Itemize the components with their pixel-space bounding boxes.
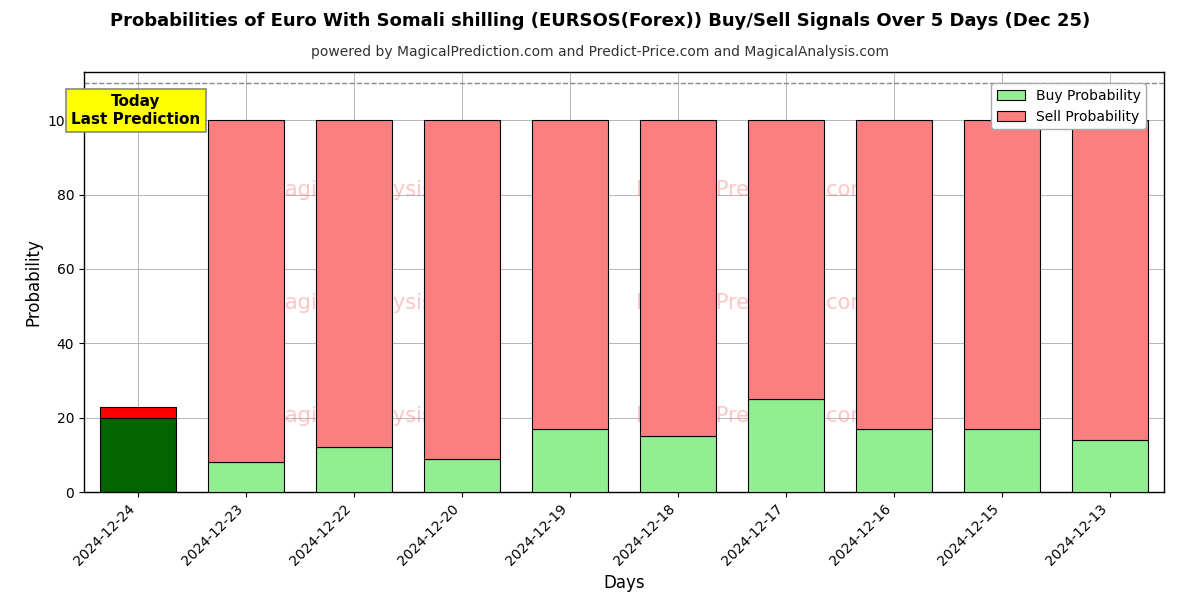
Bar [749,121,824,399]
Bar [101,418,176,492]
Bar [857,429,932,492]
Bar [317,121,391,448]
Text: Probabilities of Euro With Somali shilling (EURSOS(Forex)) Buy/Sell Signals Over: Probabilities of Euro With Somali shilli… [110,12,1090,30]
Text: MagicalAnalysis.com: MagicalAnalysis.com [268,179,484,200]
Bar [317,448,391,492]
Y-axis label: Probability: Probability [24,238,42,326]
Text: MagicalPrediction.com: MagicalPrediction.com [636,179,871,200]
Bar [425,458,500,492]
Bar [1073,121,1147,440]
Bar [533,429,607,492]
Text: MagicalPrediction.com: MagicalPrediction.com [636,293,871,313]
Text: powered by MagicalPrediction.com and Predict-Price.com and MagicalAnalysis.com: powered by MagicalPrediction.com and Pre… [311,45,889,59]
Text: Today
Last Prediction: Today Last Prediction [71,94,200,127]
Text: MagicalAnalysis.com: MagicalAnalysis.com [268,293,484,313]
Text: MagicalAnalysis.com: MagicalAnalysis.com [268,406,484,427]
Bar [533,121,607,429]
Bar [209,121,284,462]
Bar [1073,440,1147,492]
Bar [209,462,284,492]
Bar [641,121,716,436]
Legend: Buy Probability, Sell Probability: Buy Probability, Sell Probability [991,83,1146,129]
X-axis label: Days: Days [604,574,644,592]
Bar [857,121,932,429]
Text: MagicalPrediction.com: MagicalPrediction.com [636,406,871,427]
Bar [641,436,716,492]
Bar [425,121,500,458]
Bar [965,121,1039,429]
Bar [965,429,1039,492]
Bar [749,399,824,492]
Bar [101,407,176,418]
